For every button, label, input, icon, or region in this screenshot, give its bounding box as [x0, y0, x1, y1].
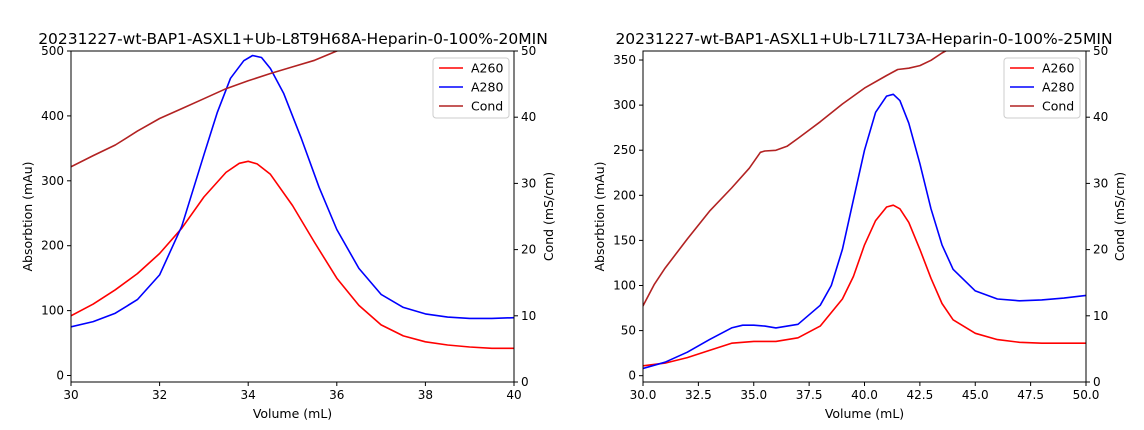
axes-frame — [70, 50, 515, 383]
legend-box — [1003, 57, 1081, 119]
x-tick-label: 40 — [506, 388, 521, 402]
series-line-a280 — [643, 93, 1086, 370]
x-tick-label: 36 — [329, 388, 344, 402]
y2-tick-label: 30 — [1093, 176, 1108, 190]
y-tick-label: 0 — [628, 369, 636, 383]
y2-tick-label: 0 — [521, 375, 529, 389]
y-tick-label: 400 — [41, 109, 64, 123]
y2-tick-label: 50 — [521, 44, 536, 58]
x-axis-label: Volume (mL) — [253, 406, 332, 421]
y-tick-label: 350 — [613, 53, 636, 67]
y2-tick-label: 30 — [521, 176, 536, 190]
legend-label-cond: Cond — [1042, 99, 1074, 114]
y-tick-label: 150 — [613, 233, 636, 247]
y-tick-label: 300 — [613, 98, 636, 112]
y2-axis-label: Cond (mS/cm) — [1112, 172, 1127, 261]
chart-title: 20231227-wt-BAP1-ASXL1+Ub-L71L73A-Hepari… — [615, 30, 1112, 48]
x-tick-label: 30.0 — [630, 388, 657, 402]
y2-tick-label: 0 — [1093, 375, 1101, 389]
y-tick-label: 100 — [613, 278, 636, 292]
chart-title: 20231227-wt-BAP1-ASXL1+Ub-L8T9H68A-Hepar… — [38, 30, 548, 48]
y2-tick-label: 10 — [521, 309, 536, 323]
y2-axis-label: Cond (mS/cm) — [541, 172, 556, 261]
y2-tick-label: 40 — [1093, 110, 1108, 124]
x-tick-label: 30 — [63, 388, 78, 402]
x-tick-label: 37.5 — [796, 388, 823, 402]
x-tick-label: 34 — [241, 388, 256, 402]
x-tick-label: 38 — [418, 388, 433, 402]
y-tick-label: 200 — [613, 188, 636, 202]
series-line-cond — [643, 51, 948, 307]
series-line-a260 — [643, 204, 1086, 367]
y-tick-label: 0 — [56, 369, 64, 383]
chart-panel-2: 20231227-wt-BAP1-ASXL1+Ub-L71L73A-Hepari… — [592, 30, 1127, 421]
y2-tick-label: 20 — [521, 243, 536, 257]
y2-tick-label: 50 — [1093, 44, 1108, 58]
y-tick-label: 250 — [613, 143, 636, 157]
chart-panel-1: 20231227-wt-BAP1-ASXL1+Ub-L8T9H68A-Hepar… — [20, 30, 556, 421]
x-tick-label: 40.0 — [851, 388, 878, 402]
x-tick-label: 42.5 — [907, 388, 934, 402]
plot-area — [643, 51, 1086, 370]
legend-label-cond: Cond — [471, 99, 503, 114]
y-axis-label: Absorbtion (mAu) — [20, 161, 35, 271]
y-tick-label: 200 — [41, 239, 64, 253]
y-tick-label: 300 — [41, 174, 64, 188]
legend-label-a260: A260 — [1042, 61, 1074, 76]
x-tick-label: 50.0 — [1073, 388, 1100, 402]
y2-tick-label: 20 — [1093, 243, 1108, 257]
series-line-cond — [71, 51, 340, 168]
x-axis-label: Volume (mL) — [825, 406, 904, 421]
legend-label-a280: A280 — [471, 80, 503, 95]
legend: A260 A280 Cond — [1003, 57, 1081, 119]
plot-area — [71, 51, 514, 350]
legend-label-a260: A260 — [471, 61, 503, 76]
y-tick-label: 50 — [621, 324, 636, 338]
y2-tick-label: 40 — [521, 110, 536, 124]
x-tick-label: 47.5 — [1017, 388, 1044, 402]
legend-label-a280: A280 — [1042, 80, 1074, 95]
series-line-a260 — [71, 160, 514, 350]
legend-box — [432, 57, 510, 119]
y-axis-label: Absorbtion (mAu) — [592, 161, 607, 271]
y-tick-label: 500 — [41, 44, 64, 58]
x-tick-label: 45.0 — [962, 388, 989, 402]
y-tick-label: 100 — [41, 304, 64, 318]
y2-tick-label: 10 — [1093, 309, 1108, 323]
x-tick-label: 32.5 — [685, 388, 712, 402]
x-tick-label: 32 — [152, 388, 167, 402]
legend: A260 A280 Cond — [432, 57, 510, 119]
x-tick-label: 35.0 — [740, 388, 767, 402]
series-line-a280 — [71, 54, 514, 328]
